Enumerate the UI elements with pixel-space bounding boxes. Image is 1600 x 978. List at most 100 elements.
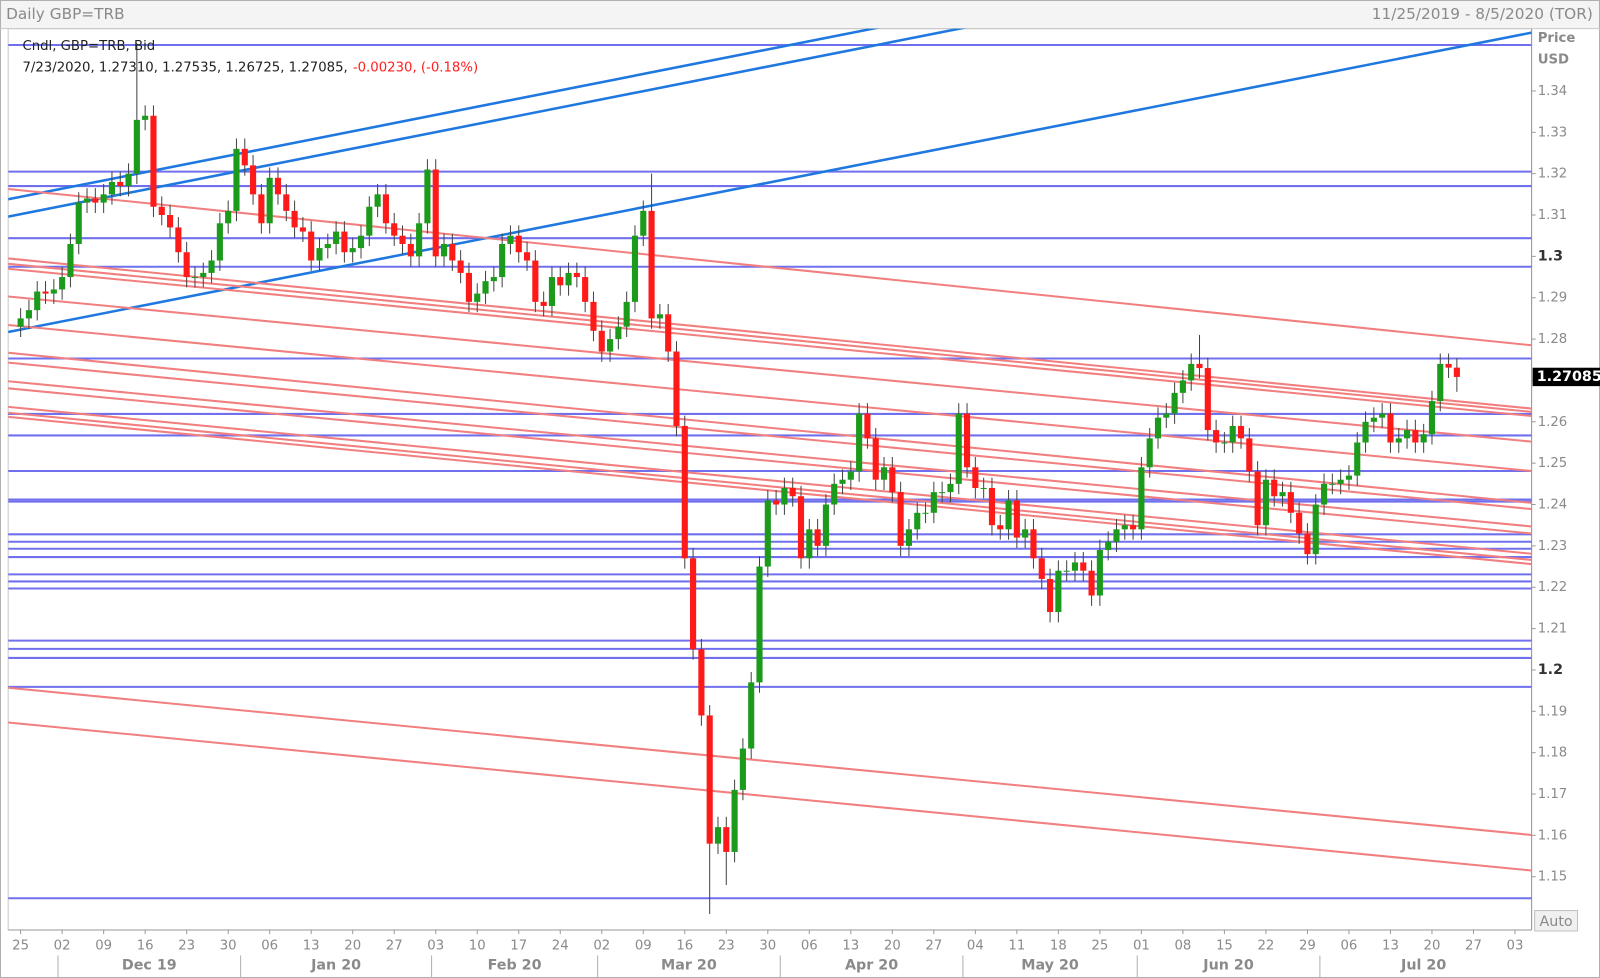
info-line: 7/23/2020, 1.27310, 1.27535, 1.26725, 1.…: [22, 60, 347, 75]
candle-body: [366, 206, 373, 236]
candle-body: [1138, 467, 1145, 530]
candle-body: [482, 281, 489, 294]
month-label: May 20: [1021, 958, 1079, 974]
candle-body: [1362, 421, 1369, 443]
y-tick-label: 1.32: [1538, 167, 1568, 182]
x-tick-label: 06: [1341, 938, 1358, 953]
candle-body: [42, 291, 49, 294]
y-tick-label: 1.15: [1538, 870, 1568, 885]
candle-body: [83, 198, 91, 203]
candle-body: [142, 115, 149, 120]
candle-body: [1154, 417, 1162, 439]
x-tick-label: 30: [759, 938, 776, 953]
x-tick-label: 04: [967, 938, 984, 953]
candle-body: [723, 827, 730, 852]
auto-button[interactable]: [1534, 910, 1579, 932]
candle-body: [607, 339, 614, 352]
candle-body: [374, 194, 381, 207]
candle-body: [1370, 417, 1377, 422]
candle-body: [241, 148, 248, 166]
candle-body: [341, 231, 348, 253]
candle-body: [34, 291, 41, 311]
y-tick-label: 1.3: [1538, 248, 1563, 264]
candle-body: [523, 252, 531, 261]
candle-body: [349, 248, 356, 253]
y-tick-label: 1.18: [1538, 746, 1568, 761]
candle-body: [1221, 442, 1228, 444]
candle-body: [1146, 438, 1153, 468]
candle-body: [1254, 471, 1261, 526]
x-tick-label: 17: [510, 938, 527, 953]
candle-body: [17, 318, 24, 327]
month-label: Feb 20: [488, 958, 542, 974]
candle-body: [1329, 483, 1336, 485]
month-label: Mar 20: [661, 958, 717, 974]
y-tick-label: 1.29: [1538, 291, 1568, 306]
candle-body: [1204, 368, 1211, 431]
candle-body: [748, 682, 755, 749]
candle-body: [739, 748, 746, 790]
candle-body: [1229, 425, 1236, 443]
candle-body: [75, 202, 82, 244]
candle-body: [905, 529, 913, 546]
candle-body: [382, 194, 389, 224]
candle-body: [490, 277, 497, 282]
x-tick-label: 29: [1299, 938, 1316, 953]
candle-body: [1337, 479, 1344, 484]
candle-body: [1445, 363, 1452, 368]
candle-body: [150, 115, 157, 207]
candle-body: [615, 326, 622, 340]
axes: 1.15 1.16 1.17 1.18 1.19 1.2 1.21 1.22 1.23 1.24 1…: [12, 84, 1600, 978]
candle-body: [1055, 570, 1062, 613]
x-tick-label: 08: [1174, 938, 1191, 953]
candle-body: [175, 227, 182, 253]
auto-button-label[interactable]: Auto: [1540, 914, 1573, 930]
candle-body: [856, 413, 863, 472]
candle-body: [814, 529, 821, 546]
candle-body: [1171, 392, 1178, 414]
chart-title: Daily GBP=TRB: [6, 5, 124, 23]
candle-body: [133, 119, 140, 174]
candle-body: [1080, 562, 1087, 571]
candle-body: [1179, 380, 1186, 393]
x-tick-label: 20: [884, 938, 901, 953]
x-tick-label: 02: [593, 938, 610, 953]
candle-body: [681, 425, 688, 559]
candle-body: [1005, 500, 1012, 530]
candle-body: [831, 483, 838, 505]
candle-body: [889, 467, 896, 493]
trend-line: [8, 411, 1532, 561]
candle-body: [333, 231, 340, 244]
candle-body: [582, 277, 589, 302]
candle-body: [1246, 438, 1253, 472]
candle-body: [200, 272, 207, 278]
change: -0.00230, (-0.18%): [353, 60, 478, 75]
trend-line: [8, 721, 1532, 872]
x-tick-label: 13: [1382, 938, 1399, 953]
y-tick-label: 1.33: [1538, 125, 1568, 140]
candle-body: [308, 231, 315, 261]
candle-body: [1387, 413, 1394, 443]
candle-body: [108, 181, 116, 195]
candle-body: [208, 260, 215, 273]
candle-body: [939, 492, 946, 494]
candle-body: [673, 351, 680, 426]
candle-body: [1428, 401, 1436, 435]
x-tick-label: 23: [178, 938, 195, 953]
candle-body: [1038, 558, 1045, 579]
candle-body: [789, 487, 796, 497]
candle-body: [474, 293, 481, 302]
candle-body: [258, 194, 265, 224]
candle-body: [1047, 578, 1054, 613]
trend-line: [8, 267, 1532, 418]
candle-body: [440, 243, 448, 257]
candle-body: [407, 243, 414, 257]
candle-body: [640, 210, 647, 236]
annotation-lines: [8, 28, 1532, 900]
y-tick-label: 1.24: [1538, 498, 1568, 513]
header-bar: [1, 1, 1599, 29]
x-tick-label: 18: [1050, 938, 1067, 953]
candle-body: [1437, 363, 1444, 402]
last-price-tag: [1532, 367, 1600, 387]
x-tick-label: 15: [1216, 938, 1233, 953]
